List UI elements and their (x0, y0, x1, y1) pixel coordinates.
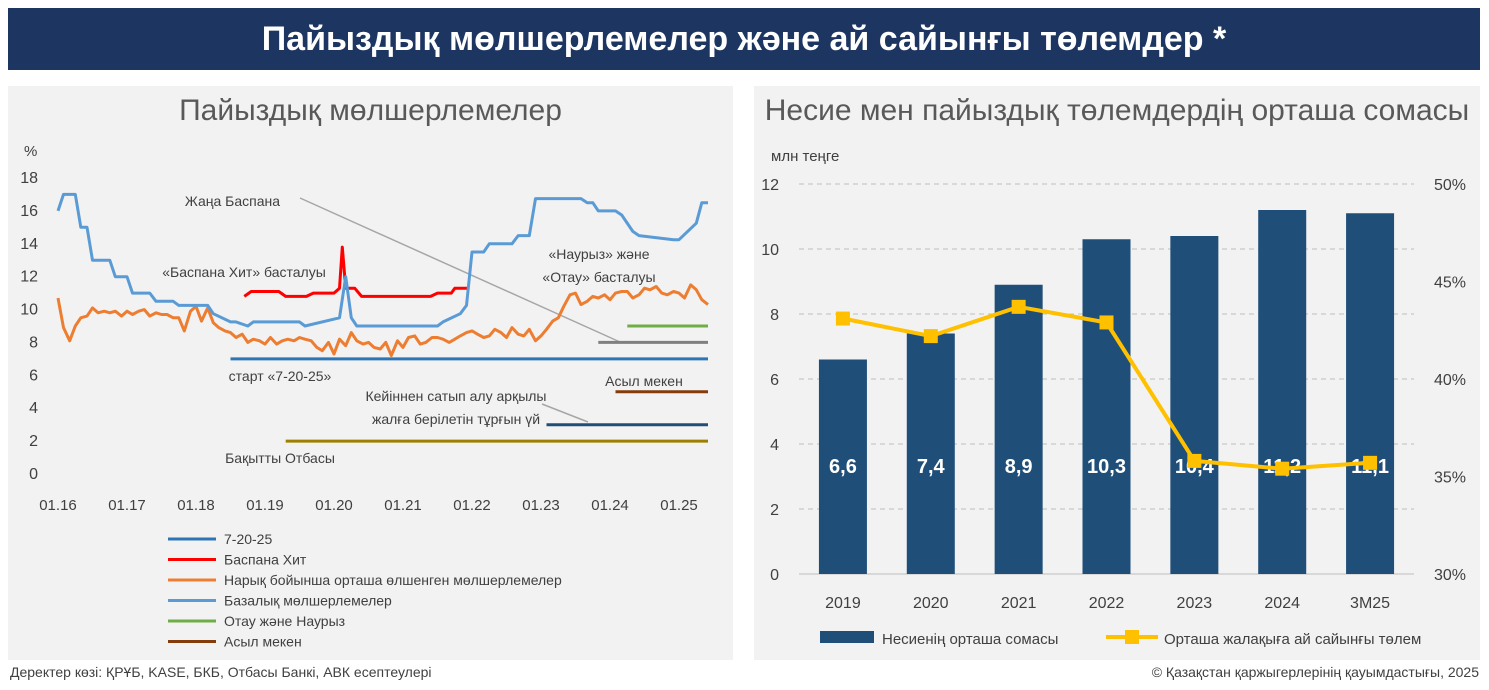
x-tick-label: 01.16 (39, 497, 77, 514)
x-tick-label: 2019 (825, 595, 861, 612)
bar-data-label: 7,4 (917, 456, 946, 478)
legend-label: Асыл мекен (224, 634, 302, 650)
y-tick-label: 12 (20, 269, 38, 286)
y-tick-label: 14 (20, 236, 38, 253)
payment-share-marker (923, 329, 938, 344)
x-tick-label: 01.24 (591, 497, 629, 514)
y-tick-label: 16 (20, 203, 38, 220)
payment-share-marker (1099, 315, 1114, 330)
annotation-label: Бақытты Отбасы (225, 450, 335, 466)
x-tick-label: 01.20 (315, 497, 353, 514)
x-tick-label: 01.18 (177, 497, 215, 514)
bar-data-label: 6,6 (829, 456, 857, 478)
y-tick-label: 2 (29, 433, 38, 450)
series-line (56, 192, 708, 328)
y2-tick-label: 35% (1434, 470, 1466, 487)
right-chart-title: Несие мен пайыздық төлемдердің орташа со… (764, 94, 1470, 127)
x-tick-label: 01.25 (660, 497, 698, 514)
x-tick-label: 3М25 (1350, 595, 1390, 612)
x-tick-label: 2020 (913, 595, 949, 612)
annotation-label: Кейіннен сатып алу арқылы (365, 388, 546, 404)
legend-label: Нарық бойынша орташа өлшенген мөлшерлеме… (224, 572, 562, 588)
legend-swatch-bar (820, 631, 874, 643)
y-axis-unit: % (24, 143, 37, 160)
y-tick-label: 6 (29, 367, 38, 384)
y-tick-label: 8 (29, 334, 38, 351)
bar (1170, 236, 1219, 574)
source-note: Деректер көзі: ҚРҰБ, KASE, БКБ, Отбасы Б… (10, 664, 432, 680)
y2-tick-label: 40% (1434, 372, 1466, 389)
legend-label: Орташа жалақыға ай сайынғы төлем (1164, 631, 1421, 648)
payment-share-marker (1187, 453, 1202, 468)
y-tick-label: 6 (770, 372, 779, 389)
bar-data-label: 8,9 (1005, 456, 1033, 478)
bar (1082, 239, 1131, 574)
bar (1346, 213, 1395, 574)
x-tick-label: 2021 (1001, 595, 1037, 612)
y-tick-label: 10 (761, 242, 779, 259)
y-tick-label: 4 (29, 400, 38, 417)
annotation-label: старт «7-20-25» (229, 368, 332, 384)
loan-payments-chart: млн теңге 0 2 4 6 8 10 12 30% 35% 40% 45% 50% 6,6 7,4 8… (761, 148, 1466, 648)
payment-share-marker (1363, 455, 1378, 470)
annotation-label: Жаңа Баспана (185, 193, 280, 209)
payment-share-marker (1011, 299, 1026, 314)
x-tick-label: 01.21 (384, 497, 422, 514)
x-tick-label: 01.22 (453, 497, 491, 514)
payment-share-marker (1275, 461, 1290, 476)
x-tick-label: 2024 (1264, 595, 1300, 612)
x-tick-label: 01.17 (108, 497, 146, 514)
annotation-leader-line (541, 403, 589, 423)
series-line (243, 245, 469, 298)
y-tick-label: 10 (20, 302, 38, 319)
bar-data-label: 10,3 (1087, 456, 1126, 478)
y-axis-unit: млн теңге (771, 148, 839, 165)
legend-label: Несиенің орташа сомасы (882, 631, 1058, 648)
annotation-leader-line (299, 197, 621, 343)
annotation-label: Асыл мекен (605, 373, 683, 389)
series-line (56, 283, 709, 358)
y-tick-label: 12 (761, 177, 779, 194)
annotation-label: жалға берілетін тұрғын үй (372, 411, 540, 427)
annotation-label: «Баспана Хит» басталуы (162, 264, 326, 280)
x-tick-label: 01.23 (522, 497, 560, 514)
bar (818, 359, 867, 574)
x-tick-label: 01.19 (246, 497, 284, 514)
y2-tick-label: 30% (1434, 567, 1466, 584)
y-tick-label: 18 (20, 170, 38, 187)
copyright-note: © Қазақстан қаржыгерлерінің қауымдастығы… (1151, 664, 1479, 680)
y2-tick-label: 50% (1434, 177, 1466, 194)
legend-label: Отау және Наурыз (224, 613, 345, 629)
annotation-label: «Наурыз» және (549, 246, 650, 262)
x-tick-label: 2022 (1089, 595, 1125, 612)
y-tick-label: 2 (770, 502, 779, 519)
bar (1258, 210, 1307, 574)
interest-rates-chart: % 0 2 4 6 8 10 12 14 16 18 01.16 01.17 01.18 01.19 01.2… (20, 143, 709, 650)
y2-tick-label: 45% (1434, 275, 1466, 292)
legend-label: 7-20-25 (224, 531, 272, 547)
y-tick-label: 0 (770, 567, 779, 584)
annotation-label: «Отау» басталуы (542, 269, 655, 285)
left-chart-panel: Пайыздық мөлшерлемелер % 0 2 4 6 8 10 12 14 16 18 0… (8, 86, 733, 660)
left-chart-title: Пайыздық мөлшерлемелер (179, 94, 562, 127)
legend-label: Базалық мөлшерлемелер (224, 593, 392, 609)
legend-swatch-marker (1125, 630, 1139, 644)
legend-label: Баспана Хит (224, 552, 307, 568)
bar (994, 284, 1043, 574)
y-tick-label: 4 (770, 437, 779, 454)
bar (906, 333, 955, 574)
payment-share-marker (835, 311, 850, 326)
right-chart-panel: Несие мен пайыздық төлемдердің орташа со… (754, 86, 1480, 660)
y-tick-label: 8 (770, 307, 779, 324)
y-tick-label: 0 (29, 466, 38, 483)
page-title: Пайыздық мөлшерлемелер және ай сайынғы т… (8, 8, 1480, 70)
x-tick-label: 2023 (1177, 595, 1213, 612)
